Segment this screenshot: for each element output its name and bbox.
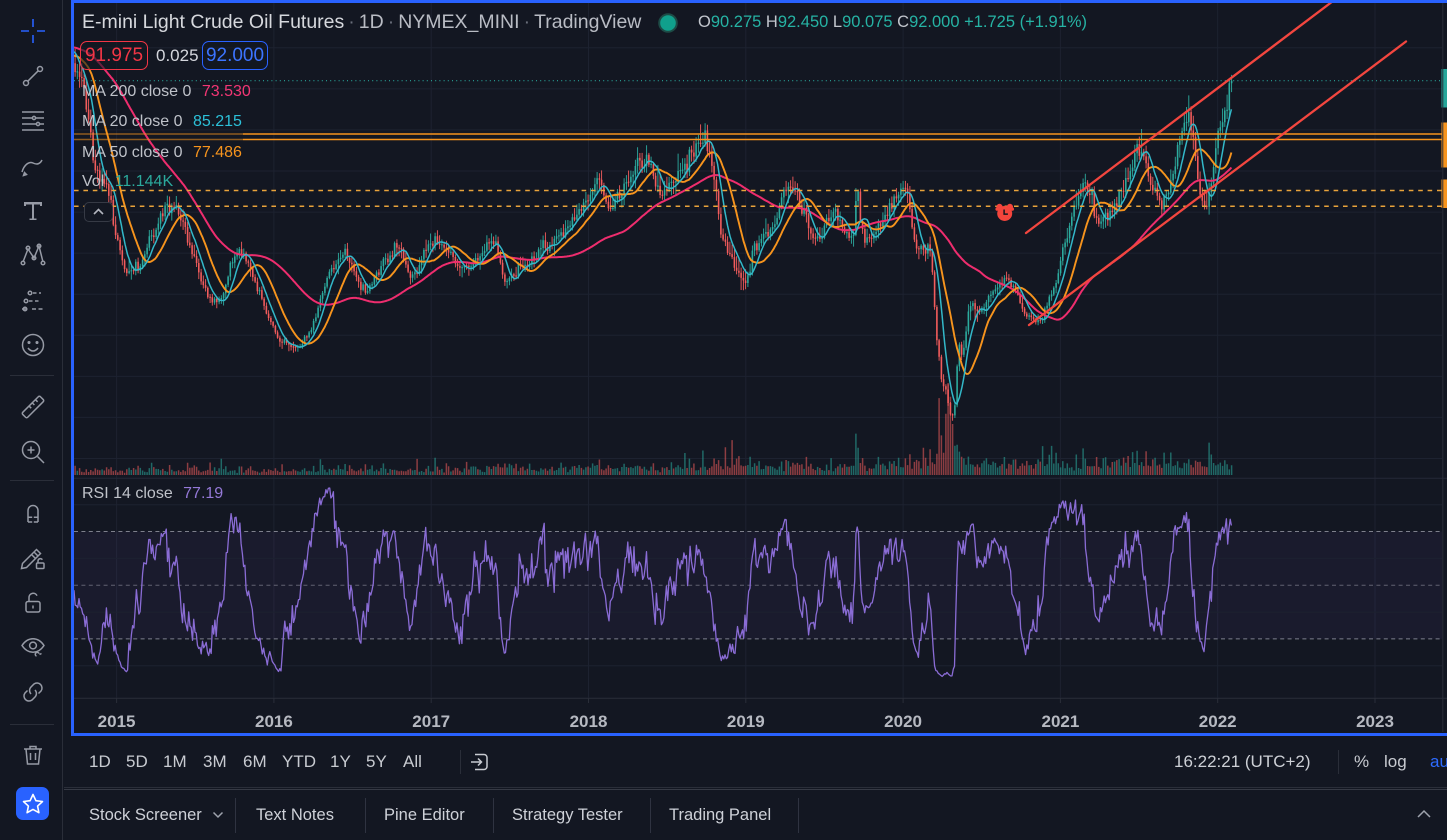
svg-text:2022: 2022 [1199, 712, 1237, 731]
svg-text:2021: 2021 [1041, 712, 1079, 731]
svg-text:2019: 2019 [727, 712, 765, 731]
svg-text:2020: 2020 [884, 712, 922, 731]
svg-text:2017: 2017 [412, 712, 450, 731]
svg-text:2015: 2015 [98, 712, 136, 731]
svg-text:2023: 2023 [1356, 712, 1394, 731]
svg-text:2016: 2016 [255, 712, 293, 731]
svg-text:2018: 2018 [570, 712, 608, 731]
